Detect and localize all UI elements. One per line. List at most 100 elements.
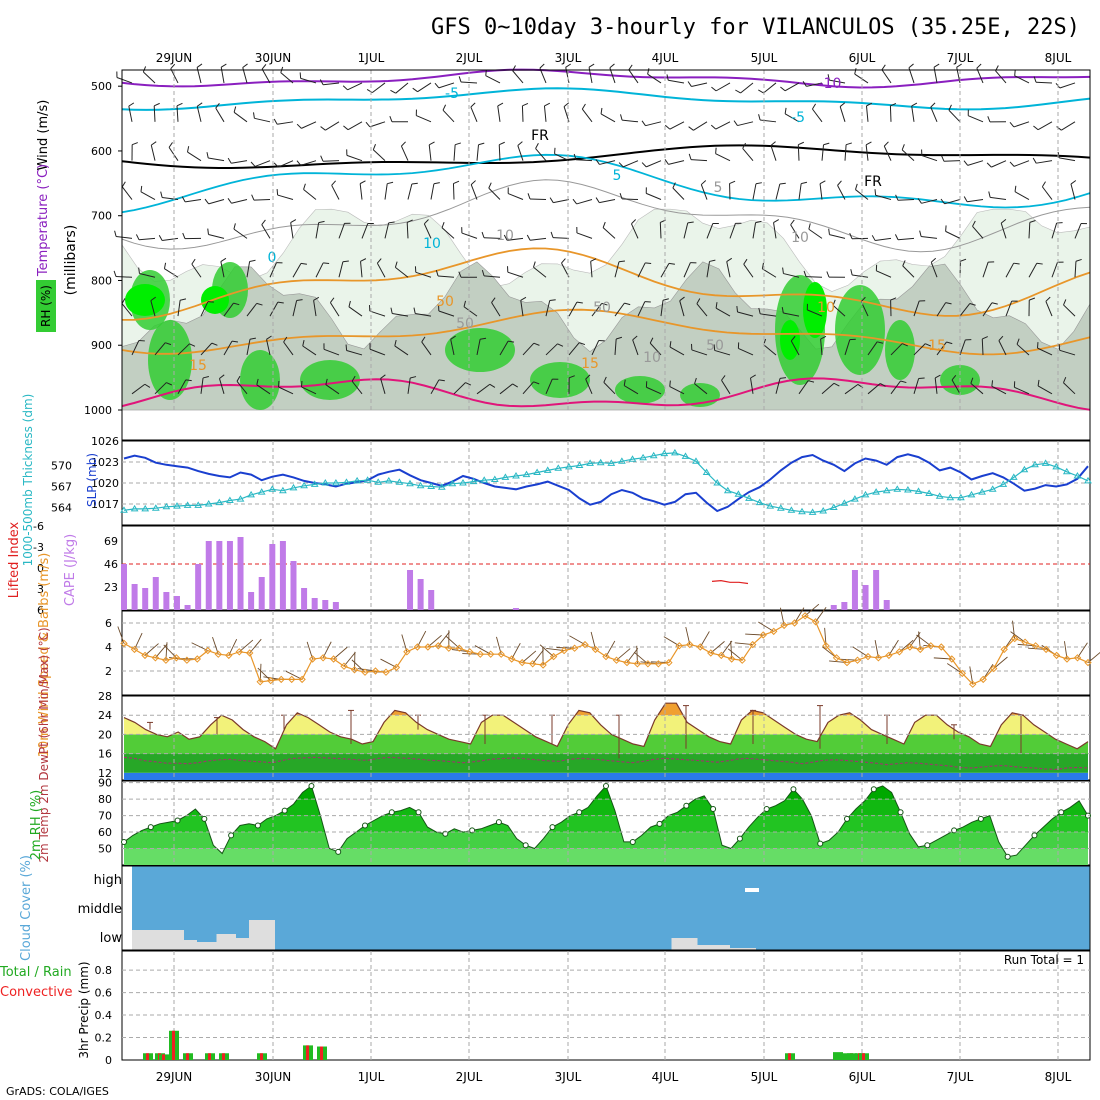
wind-barb <box>520 300 524 317</box>
wind-barb <box>773 222 777 239</box>
wind-barb <box>1059 82 1076 89</box>
wind-barb <box>775 378 781 394</box>
wind-speed-marker <box>591 645 600 654</box>
wind-barb <box>990 196 1007 201</box>
wind-barb <box>545 300 551 317</box>
wind-barb <box>621 198 639 201</box>
wind-speed-marker <box>895 648 904 656</box>
wind-barb <box>844 383 859 395</box>
thickness-marker <box>766 502 775 509</box>
wind-barb-10m <box>852 646 869 657</box>
wind-barb <box>1063 304 1076 317</box>
wind-barb-feather <box>850 269 853 276</box>
wind-barb <box>669 386 685 395</box>
wind-barb-feather <box>300 262 307 265</box>
date-tick-label: 4JUL <box>652 1070 679 1084</box>
wind-barb <box>715 307 731 317</box>
wind-speed-marker <box>738 656 746 664</box>
cape-bar <box>205 541 212 610</box>
wind-barb-feather <box>207 228 209 235</box>
wind-barb <box>347 121 363 131</box>
wind-barb-feather <box>1033 125 1039 131</box>
date-tick-label: 29JUN <box>156 51 193 65</box>
wind-barb-feather <box>919 230 922 237</box>
wind-barb <box>346 350 363 356</box>
wind-speed-marker <box>989 664 998 673</box>
wind-barb-10m <box>993 656 1008 669</box>
wind-barb-feather <box>595 197 600 203</box>
precip-convective-bar <box>320 1046 323 1060</box>
thickness-marker <box>575 461 584 468</box>
wind-barb <box>1059 349 1076 356</box>
wind-speed-marker <box>277 675 285 684</box>
wind-barb-feather <box>619 193 623 200</box>
rh-marker <box>656 820 663 827</box>
wind-barb <box>649 342 662 356</box>
wind-barb-feather <box>394 339 397 347</box>
wind-barb <box>683 262 691 278</box>
wind-barb <box>715 153 731 162</box>
wind-barb-feather <box>688 126 694 131</box>
wind-barb-10m <box>804 603 820 617</box>
wind-barb <box>901 149 915 162</box>
wind-barb <box>715 82 731 92</box>
cape-bar <box>184 605 191 610</box>
y-tick-label: 1000 <box>84 404 112 417</box>
cape-bar <box>862 585 869 610</box>
wind-barb-feather <box>803 270 807 277</box>
wind-barb-feather <box>1045 296 1051 302</box>
wind-barb-feather <box>758 89 764 94</box>
wind-barb <box>622 119 639 123</box>
wind-barb-feather <box>631 219 637 225</box>
wind-barb-feather <box>163 262 167 269</box>
wind-speed-marker <box>1010 634 1019 643</box>
thickness-marker <box>692 457 700 464</box>
wind-barb-feather <box>987 116 991 123</box>
wind-barb-feather <box>219 374 225 379</box>
y-tick-label-cape: 69 <box>104 535 118 548</box>
thickness-marker <box>745 494 753 501</box>
wind-barb <box>784 113 800 123</box>
wind-barb-feather <box>1063 299 1067 306</box>
cape-bar <box>195 564 202 610</box>
y-tick-label-thickness: 564 <box>51 502 72 515</box>
wind-barb <box>484 275 501 278</box>
wind-barb-feather <box>196 63 203 68</box>
wind-barb-feather <box>433 182 440 185</box>
date-tick-label: 3JUL <box>555 1070 582 1084</box>
wind-barb-feather <box>434 82 440 89</box>
thickness-marker <box>1009 473 1018 480</box>
thickness-marker <box>618 457 626 464</box>
isotherm-20 <box>121 377 1091 411</box>
wind-barb <box>280 72 294 84</box>
wind-speed-marker <box>235 648 244 656</box>
wind-barb <box>150 300 156 317</box>
wind-barb-feather <box>782 267 784 274</box>
wind-barb <box>441 227 455 239</box>
wind-barb-feather <box>206 152 209 159</box>
wind-barb <box>821 382 835 395</box>
y-tick-label-precip: 0.8 <box>95 964 113 977</box>
wind-barb-feather <box>390 89 396 94</box>
wind-barb-feather <box>1041 181 1046 188</box>
wind-barb-feather <box>628 64 633 71</box>
rh-marker <box>254 822 261 829</box>
cape-bar <box>322 600 329 610</box>
wind-barb-feather <box>823 142 830 146</box>
wind-barb <box>116 77 133 84</box>
panel-precip: 0.8 0.6 0.4 0.2 0 Run Total = 1 3hr Precip (mm… <box>0 950 1091 1084</box>
wind-barb <box>1028 263 1038 278</box>
wind-speed-marker <box>570 644 579 652</box>
wind-barb-feather <box>302 340 305 347</box>
panel-wind10m: 6 4 2 10m Wind Speed & Barbs (m/s) <box>37 553 1100 757</box>
wind-barb <box>139 272 156 278</box>
wind-barb <box>614 302 625 317</box>
wind-barb-feather <box>758 114 761 121</box>
wind-barb-feather <box>700 180 707 185</box>
contour-label: 15 <box>581 356 599 372</box>
wind-barb <box>691 82 708 87</box>
wind-barb-feather <box>902 343 908 347</box>
wind-barb <box>450 339 455 356</box>
thickness-marker <box>332 479 340 486</box>
wind-barb-feather <box>930 102 936 108</box>
